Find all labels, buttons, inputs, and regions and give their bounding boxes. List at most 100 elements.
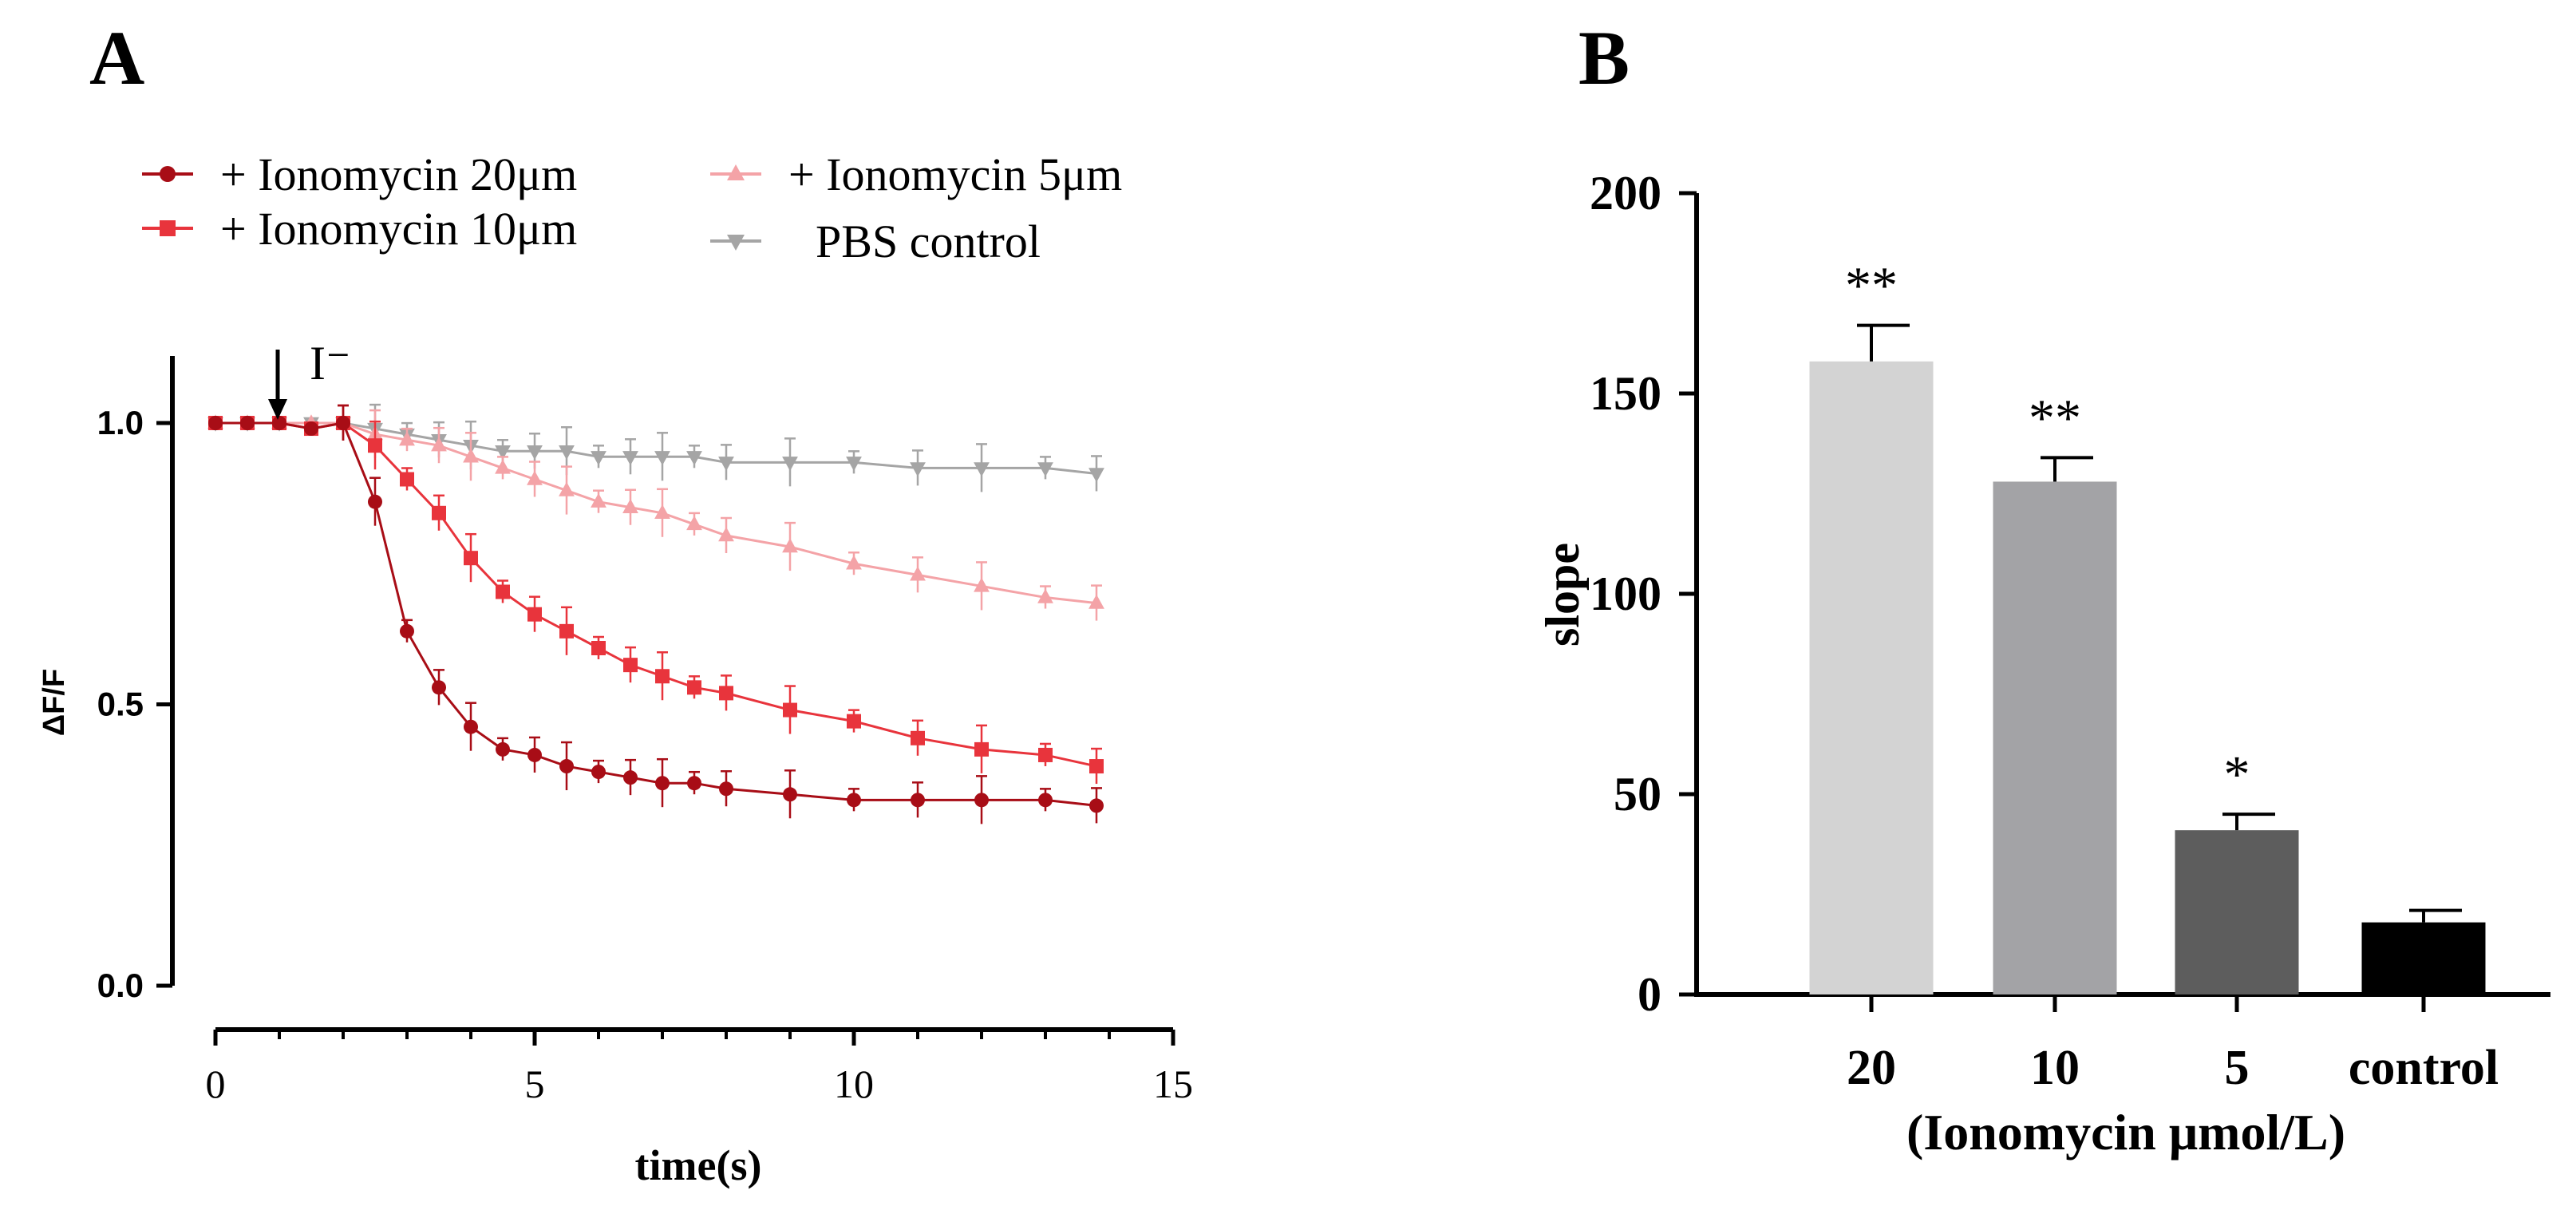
data-point bbox=[974, 577, 990, 592]
bar bbox=[1809, 361, 1934, 995]
data-point bbox=[399, 431, 415, 446]
legend-label: PBS control bbox=[816, 215, 1041, 267]
x-tick-label: 5 bbox=[2225, 1041, 2250, 1095]
panel-a-label: A bbox=[89, 15, 144, 101]
data-point bbox=[910, 462, 926, 477]
data-point bbox=[559, 445, 575, 461]
data-point bbox=[400, 472, 414, 487]
data-point bbox=[911, 793, 925, 808]
x-tick-label: 10 bbox=[2030, 1041, 2080, 1095]
data-point bbox=[655, 776, 670, 791]
y-axis-label: slope bbox=[1536, 543, 1589, 646]
data-point bbox=[591, 641, 606, 655]
data-point bbox=[623, 770, 638, 785]
data-point bbox=[400, 623, 414, 639]
data-point bbox=[527, 470, 543, 485]
axis-ticks: 0 5 10 15 0.0 0.5 1.0 bbox=[97, 404, 1193, 1106]
data-point bbox=[719, 686, 733, 701]
x-axis-label: (Ionomycin μmol/L) bbox=[1906, 1104, 2345, 1161]
data-point bbox=[527, 445, 543, 461]
data-point bbox=[559, 481, 575, 496]
x-tick-label: 0 bbox=[206, 1062, 226, 1106]
panel-a: A + Ionomycin 20μm+ Ionomycin 10μm+ Iono… bbox=[38, 15, 1193, 1189]
significance-label: ** bbox=[2029, 389, 2081, 447]
data-point bbox=[974, 462, 990, 477]
data-point bbox=[655, 669, 670, 684]
bars-group: 20 ** 10 ** 5 * control bbox=[1809, 257, 2499, 1095]
data-point bbox=[496, 584, 510, 599]
data-point bbox=[495, 459, 511, 474]
data-point bbox=[304, 421, 318, 437]
y-axis-label: ΔF/F bbox=[38, 669, 71, 736]
significance-label: * bbox=[2224, 745, 2250, 804]
data-point bbox=[559, 623, 574, 639]
data-point bbox=[527, 607, 542, 622]
data-point bbox=[464, 551, 478, 566]
data-point bbox=[622, 451, 638, 466]
axis-ticks: 0 50 100 150 200 bbox=[1590, 167, 1697, 1021]
y-tick-label: 200 bbox=[1590, 167, 1661, 219]
data-point bbox=[783, 787, 797, 802]
legend-marker bbox=[727, 164, 745, 180]
y-tick-label: 0 bbox=[1638, 968, 1661, 1021]
y-tick-label: 0.5 bbox=[97, 686, 144, 723]
legend-label: + Ionomycin 10μm bbox=[220, 203, 577, 255]
data-point bbox=[974, 741, 989, 757]
y-tick-label: 0.0 bbox=[97, 967, 144, 1004]
data-point bbox=[591, 492, 606, 508]
data-point bbox=[783, 702, 797, 718]
data-point bbox=[432, 505, 446, 520]
data-point bbox=[368, 494, 382, 509]
legend-label: + Ionomycin 5μm bbox=[788, 148, 1122, 200]
data-point bbox=[272, 416, 286, 430]
y-tick-label: 50 bbox=[1614, 768, 1661, 820]
series-line bbox=[215, 421, 1097, 768]
series-line bbox=[215, 421, 1097, 475]
data-point bbox=[368, 438, 382, 453]
data-point bbox=[719, 781, 733, 797]
data-point bbox=[718, 457, 734, 472]
data-point bbox=[1089, 798, 1104, 813]
data-point bbox=[782, 457, 798, 472]
legend: + Ionomycin 20μm+ Ionomycin 10μm + Ionomy… bbox=[142, 148, 1122, 267]
data-point bbox=[432, 680, 446, 695]
series-1 bbox=[208, 404, 1104, 785]
y-tick-label: 1.0 bbox=[97, 404, 144, 441]
data-point bbox=[847, 714, 861, 729]
data-point bbox=[654, 451, 670, 466]
x-axis-label: time(s) bbox=[635, 1141, 762, 1189]
series-2 bbox=[207, 404, 1104, 621]
legend-marker bbox=[160, 220, 176, 236]
significance-label: ** bbox=[1845, 257, 1898, 315]
data-point bbox=[1088, 594, 1104, 609]
data-point bbox=[687, 680, 701, 695]
data-point bbox=[495, 445, 511, 461]
data-point bbox=[1037, 462, 1053, 477]
x-tick-label: 20 bbox=[1847, 1041, 1896, 1095]
data-point bbox=[527, 747, 542, 762]
series-group bbox=[207, 403, 1104, 824]
data-point bbox=[496, 741, 510, 757]
series-0 bbox=[208, 404, 1104, 824]
data-point bbox=[686, 451, 702, 466]
data-point bbox=[1037, 588, 1053, 603]
x-tick-label: control bbox=[2349, 1041, 2499, 1095]
data-point bbox=[623, 658, 638, 673]
bar bbox=[1993, 481, 2117, 994]
bar bbox=[2175, 830, 2299, 994]
data-point bbox=[464, 719, 478, 734]
x-tick-label: 15 bbox=[1153, 1062, 1193, 1106]
data-point bbox=[847, 793, 861, 808]
data-point bbox=[654, 504, 670, 519]
data-point bbox=[431, 437, 447, 452]
data-point bbox=[846, 555, 862, 570]
legend-marker bbox=[160, 166, 176, 182]
data-point bbox=[846, 457, 862, 472]
data-point bbox=[974, 793, 989, 808]
legend-label: + Ionomycin 20μm bbox=[220, 148, 577, 200]
series-line bbox=[215, 421, 1097, 807]
y-tick-label: 100 bbox=[1590, 567, 1661, 620]
data-point bbox=[1038, 793, 1053, 808]
